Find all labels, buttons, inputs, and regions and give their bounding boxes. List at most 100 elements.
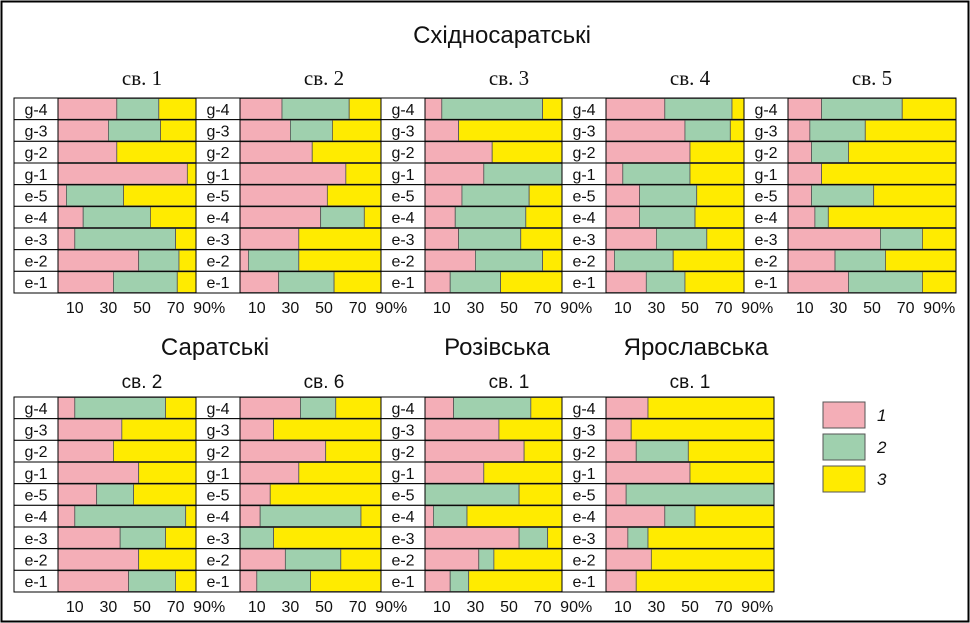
x-tick-label: 90% [923,300,955,317]
bar-segment-2 [449,570,470,592]
category-label: g-1 [572,466,595,483]
bar-segment-2 [278,271,335,293]
bar-segment-2 [809,119,866,142]
bar-segment-1 [424,397,454,419]
bar-segment-3 [922,271,957,293]
group-title-rozivska: Розівська [444,334,550,361]
x-tick-label: 70 [167,599,185,616]
bar-segment-2 [74,228,177,250]
plot-border [605,396,775,593]
bar-segment-2 [449,271,502,293]
category-label: e-4 [206,210,229,227]
category-label: g-1 [754,167,777,184]
chart-panel-4: св. 4 g-4 g-3 g-2 g-1 e-5 e-4 e-3 e-2 e-1 10 30 50 70… [561,66,775,317]
x-tick-label: 30 [282,300,300,317]
group-title-skhidnosaratski: Східносаратські [413,22,591,49]
bar-segment-1 [605,206,640,228]
x-tick-label: 90% [193,300,225,317]
bar-segment-1 [424,249,476,272]
x-tick-label: 10 [248,599,266,616]
category-label: g-4 [572,102,595,119]
category-label: g-1 [391,466,414,483]
category-label: e-3 [391,232,414,249]
group-title-saratski: Саратські [161,334,269,361]
bar-segment-1 [239,98,283,120]
legend-label-3: 3 [877,470,887,489]
panel-title: св. 5 [852,66,892,90]
bar-segment-2 [458,228,522,250]
bar-segment-2 [119,527,166,549]
bar-segment-1 [787,228,881,250]
bar-segment-1 [605,505,666,527]
x-tick-label: 70 [349,300,367,317]
category-label: g-3 [572,423,595,440]
category-label: e-1 [206,275,229,292]
bar-segment-1 [424,548,480,571]
legend-swatch-1 [822,401,866,429]
bar-segment-2 [284,548,342,571]
chart-panel-7: св. 6 g-4 g-3 g-2 g-1 e-5 e-4 e-3 e-2 e-1 10 30 50 70… [195,372,409,616]
category-label: g-1 [206,466,229,483]
panel-title: св. 4 [670,66,711,90]
x-tick-label: 30 [648,599,666,616]
x-tick-label: 70 [534,599,552,616]
legend-label-1: 1 [877,406,886,425]
bar-segment-3 [689,462,775,484]
x-tick-label: 70 [534,300,552,317]
bar-segment-2 [834,249,886,272]
panel-title: св. 1 [122,66,162,90]
x-tick-label: 10 [248,300,266,317]
x-tick-label: 30 [467,599,485,616]
x-tick-label: 30 [282,599,300,616]
category-label: g-2 [206,444,229,461]
category-label: e-1 [24,574,47,591]
bar-segment-2 [478,548,495,571]
bar-segment-2 [664,98,733,120]
chart-panel-3: св. 3 g-4 g-3 g-2 g-1 e-5 e-4 e-3 e-2 e-1 10 30 50 70… [380,66,594,317]
category-label: e-5 [754,189,777,206]
legend-swatch-2 [822,433,866,461]
bar-segment-2 [614,249,674,272]
chart-panel-9: св. 1 g-4 g-3 g-2 g-1 e-5 e-4 e-3 e-2 e-1 10 30 50 70… [561,372,775,616]
category-label: g-1 [572,167,595,184]
bar-segment-3 [687,440,775,462]
bar-segment-1 [57,141,118,163]
x-tick-label: 50 [315,300,333,317]
bar-segment-2 [96,483,134,506]
bar-segment-1 [605,98,666,120]
legend: 1 2 3 [822,401,887,493]
category-label: e-3 [206,531,229,548]
category-label: g-4 [754,102,777,119]
bar-segment-2 [116,98,160,120]
bar-segment-1 [424,462,485,484]
category-label: e-3 [24,232,47,249]
x-tick-label: 90% [375,599,407,616]
x-tick-label: 10 [796,300,814,317]
bar-segment-1 [787,184,812,207]
category-label: e-1 [572,275,595,292]
category-label: g-3 [754,124,777,141]
bar-segment-1 [605,249,615,272]
x-tick-label: 70 [715,300,733,317]
x-tick-label: 90% [741,599,773,616]
category-label: g-3 [206,423,229,440]
category-label: g-3 [24,423,47,440]
bar-segment-2 [645,271,686,293]
bar-segment-2 [281,98,350,120]
category-label: g-3 [572,124,595,141]
bar-segment-2 [461,184,530,207]
bar-segment-1 [57,228,76,250]
bar-segment-2 [635,440,689,462]
x-tick-label: 50 [500,300,518,317]
category-label: g-2 [24,444,47,461]
bar-segment-1 [605,163,624,185]
bar-segment-2 [625,483,775,506]
category-label: g-2 [754,145,777,162]
bar-segment-2 [300,397,337,419]
category-label: e-2 [754,254,777,271]
category-label: e-3 [754,232,777,249]
bar-segment-1 [605,440,637,462]
category-label: g-2 [24,145,47,162]
bar-segment-2 [82,206,151,228]
category-label: g-4 [24,102,47,119]
